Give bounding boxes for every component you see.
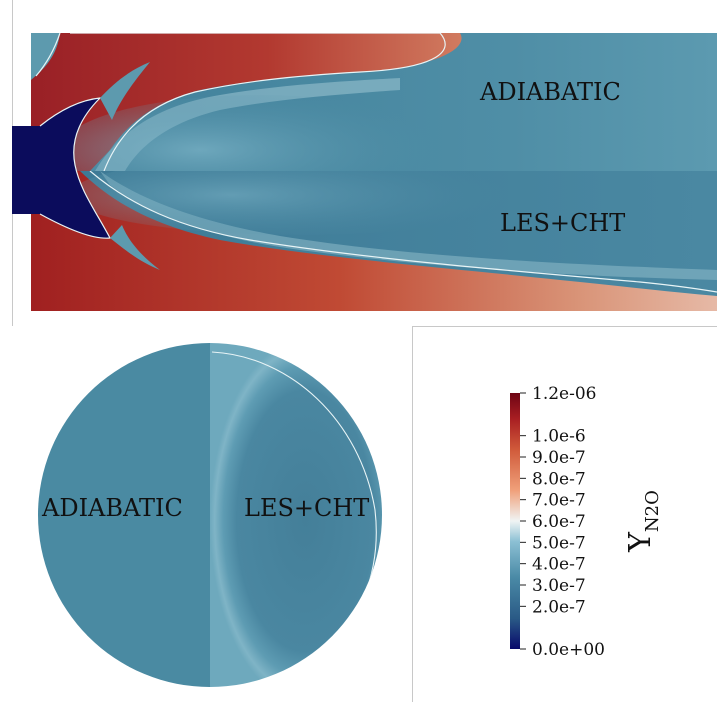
- frame-line-top-left: [12, 0, 13, 126]
- frame-line-divider: [412, 326, 717, 327]
- colorbar-title: YN2O: [623, 490, 663, 553]
- colorbar-ticks: 1.2e-06 1.0e-69.0e-78.0e-77.0e-76.0e-75.0…: [520, 384, 605, 660]
- colorbar-title-main: Y: [623, 531, 658, 553]
- inlet-jet: [12, 98, 110, 239]
- section-label-les-cht: LES+CHT: [244, 494, 369, 522]
- colorbar-tick-label: 1.0e-6: [532, 427, 586, 447]
- colorbar-tick-label: 0.0e+00: [532, 640, 605, 660]
- colorbar-tick-label: 8.0e-7: [532, 469, 586, 489]
- frame-line-left-mid: [12, 214, 13, 326]
- colorbar-tick-label: 1.2e-06: [532, 384, 596, 404]
- colorbar-tick-label: 6.0e-7: [532, 512, 586, 532]
- colorbar-gradient: [510, 393, 520, 649]
- top-label-adiabatic: ADIABATIC: [479, 78, 621, 106]
- colorbar-tick-label: 3.0e-7: [532, 576, 586, 596]
- top-label-les-cht: LES+CHT: [500, 209, 625, 237]
- frame-line-divider-vertical: [412, 326, 413, 702]
- colorbar-tick-label: 9.0e-7: [532, 448, 586, 468]
- colorbar-legend: 1.2e-06 1.0e-69.0e-78.0e-77.0e-76.0e-75.0…: [510, 384, 663, 660]
- colorbar-title-sub: N2O: [642, 490, 663, 532]
- les-cht-half: [31, 171, 717, 311]
- colorbar-tick-label: 7.0e-7: [532, 491, 586, 511]
- colorbar-tick-label: 2.0e-7: [532, 597, 586, 617]
- section-label-adiabatic: ADIABATIC: [41, 494, 183, 522]
- colorbar-tick-label: 5.0e-7: [532, 533, 586, 553]
- combustor-cross-section: ADIABATIC LES+CHT: [38, 343, 382, 687]
- colorbar-tick-label: 4.0e-7: [532, 555, 586, 575]
- combustor-longitudinal-view: ADIABATIC LES+CHT: [12, 33, 717, 311]
